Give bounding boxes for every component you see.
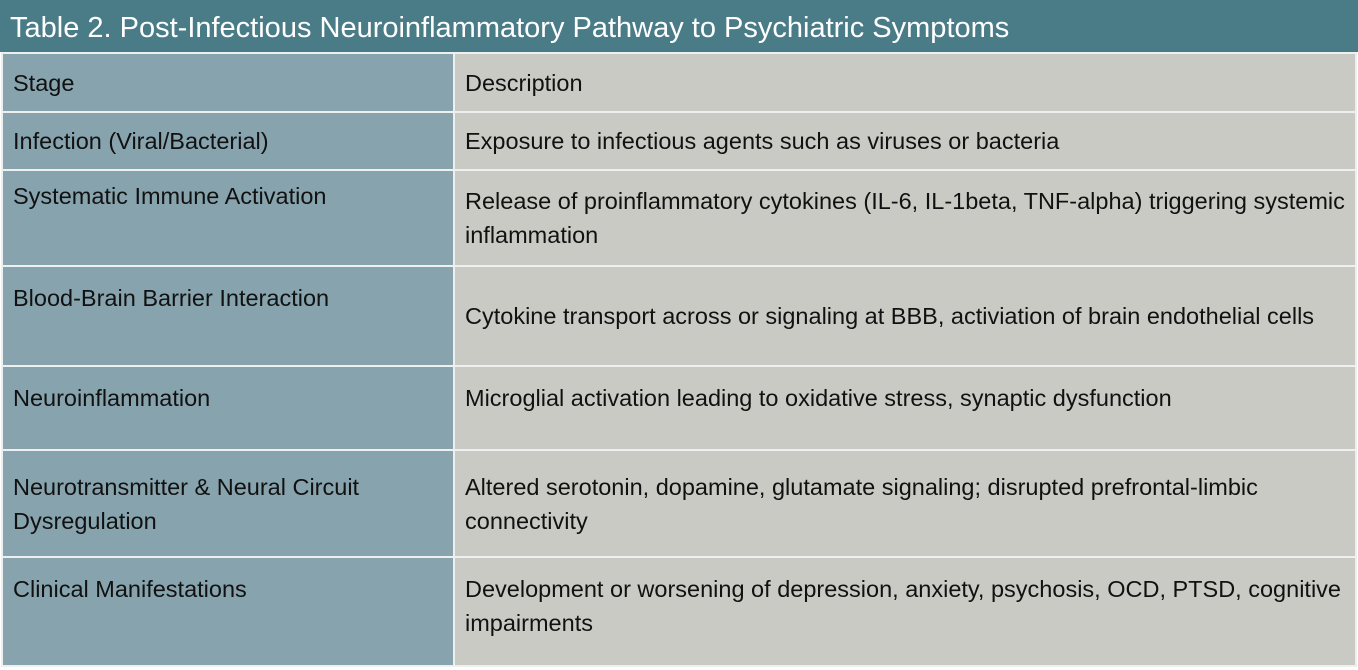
table-row: Systematic Immune Activation Release of … [1,169,1357,267]
table-row: Neurotransmitter & Neural Circuit Dysreg… [1,449,1357,558]
table-row: Clinical Manifestations Development or w… [1,556,1357,667]
stage-cell: Neurotransmitter & Neural Circuit Dysreg… [1,449,455,558]
table-row: Infection (Viral/Bacterial) Exposure to … [1,111,1357,171]
stage-cell: Neuroinflammation [1,365,455,451]
table-title: Table 2. Post-Infectious Neuroinflammato… [0,0,1358,52]
header-stage: Stage [1,52,455,113]
stage-cell: Systematic Immune Activation [1,169,455,267]
description-cell: Exposure to infectious agents such as vi… [453,111,1357,171]
stage-cell: Clinical Manifestations [1,556,455,667]
description-cell: Release of proinflammatory cytokines (IL… [453,169,1357,267]
table-row: Neuroinflammation Microglial activation … [1,365,1357,451]
description-cell: Development or worsening of depression, … [453,556,1357,667]
pathway-table: Stage Description Infection (Viral/Bacte… [1,52,1357,667]
header-description: Description [453,52,1357,113]
header-row: Stage Description [1,52,1357,113]
table-row: Blood-Brain Barrier Interaction Cytokine… [1,265,1357,367]
stage-cell: Infection (Viral/Bacterial) [1,111,455,171]
description-cell: Cytokine transport across or signaling a… [453,265,1357,367]
description-cell: Altered serotonin, dopamine, glutamate s… [453,449,1357,558]
description-cell: Microglial activation leading to oxidati… [453,365,1357,451]
stage-cell: Blood-Brain Barrier Interaction [1,265,455,367]
